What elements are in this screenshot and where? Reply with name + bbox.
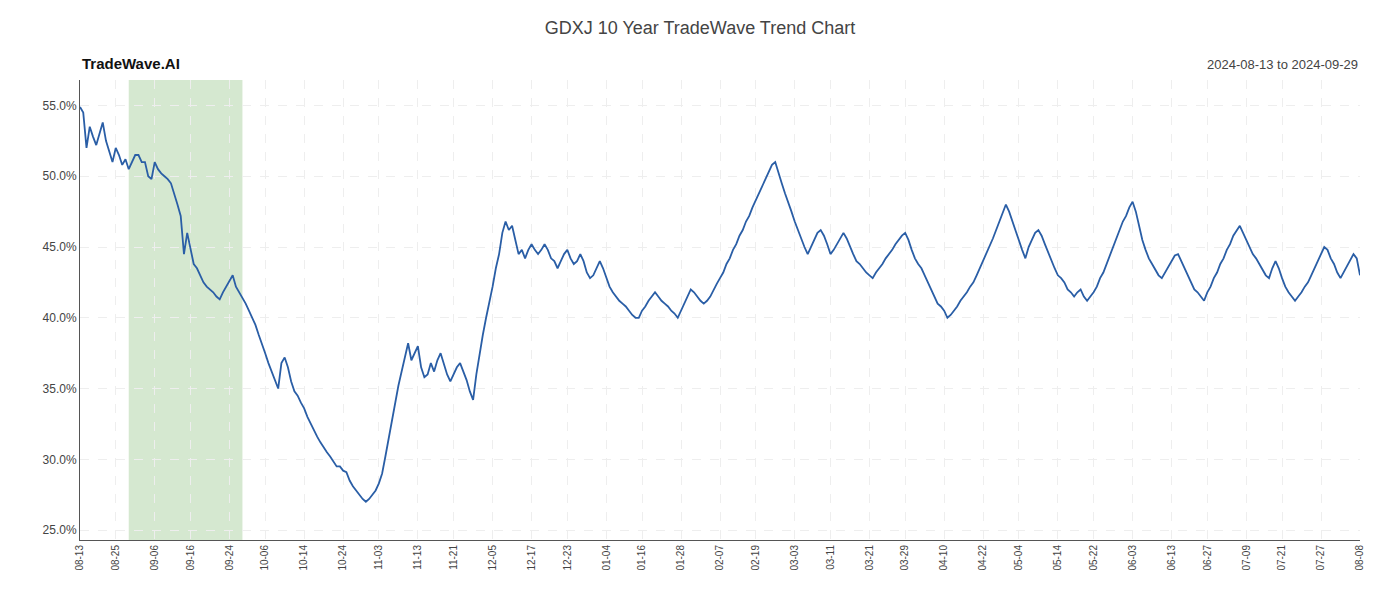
- svg-text:55.0%: 55.0%: [43, 99, 77, 113]
- svg-text:04-22: 04-22: [977, 545, 988, 571]
- svg-text:02-19: 02-19: [750, 545, 761, 571]
- svg-text:25.0%: 25.0%: [43, 523, 77, 537]
- svg-text:TradeWave.AI: TradeWave.AI: [82, 55, 180, 72]
- svg-text:11-03: 11-03: [373, 545, 384, 570]
- svg-text:45.0%: 45.0%: [43, 240, 77, 254]
- svg-text:08-25: 08-25: [110, 545, 121, 571]
- svg-text:07-09: 07-09: [1241, 545, 1252, 571]
- svg-text:50.0%: 50.0%: [43, 169, 77, 183]
- svg-text:06-13: 06-13: [1166, 545, 1177, 571]
- svg-text:01-04: 01-04: [601, 545, 612, 571]
- svg-text:06-03: 06-03: [1127, 545, 1138, 571]
- svg-text:07-27: 07-27: [1315, 545, 1326, 571]
- svg-text:08-08: 08-08: [1354, 545, 1365, 571]
- svg-text:11-13: 11-13: [412, 545, 423, 570]
- svg-text:03-03: 03-03: [789, 545, 800, 571]
- svg-text:01-28: 01-28: [675, 545, 686, 571]
- svg-text:10-06: 10-06: [259, 545, 270, 571]
- svg-text:03-11: 03-11: [825, 545, 836, 570]
- svg-text:35.0%: 35.0%: [43, 382, 77, 396]
- svg-text:08-13: 08-13: [74, 545, 85, 571]
- svg-text:GDXJ 10 Year TradeWave Trend C: GDXJ 10 Year TradeWave Trend Chart: [545, 18, 856, 38]
- svg-text:05-14: 05-14: [1052, 545, 1063, 571]
- svg-text:12-05: 12-05: [487, 545, 498, 571]
- svg-text:12-23: 12-23: [562, 545, 573, 571]
- svg-text:12-17: 12-17: [526, 545, 537, 571]
- svg-text:04-10: 04-10: [938, 545, 949, 571]
- svg-text:09-06: 09-06: [149, 545, 160, 571]
- svg-text:06-27: 06-27: [1202, 545, 1213, 571]
- svg-text:30.0%: 30.0%: [43, 453, 77, 467]
- svg-text:05-04: 05-04: [1013, 545, 1024, 571]
- svg-text:11-21: 11-21: [448, 545, 459, 570]
- svg-text:01-16: 01-16: [636, 545, 647, 571]
- svg-text:03-29: 03-29: [899, 545, 910, 571]
- svg-text:10-24: 10-24: [337, 545, 348, 571]
- svg-text:03-21: 03-21: [864, 545, 875, 571]
- svg-text:09-24: 09-24: [224, 545, 235, 571]
- svg-text:10-14: 10-14: [298, 545, 309, 571]
- svg-text:40.0%: 40.0%: [43, 311, 77, 325]
- svg-text:05-22: 05-22: [1088, 545, 1099, 571]
- svg-text:09-16: 09-16: [185, 545, 196, 571]
- svg-text:02-07: 02-07: [714, 545, 725, 571]
- svg-text:2024-08-13 to 2024-09-29: 2024-08-13 to 2024-09-29: [1207, 57, 1358, 72]
- svg-text:07-21: 07-21: [1276, 545, 1287, 571]
